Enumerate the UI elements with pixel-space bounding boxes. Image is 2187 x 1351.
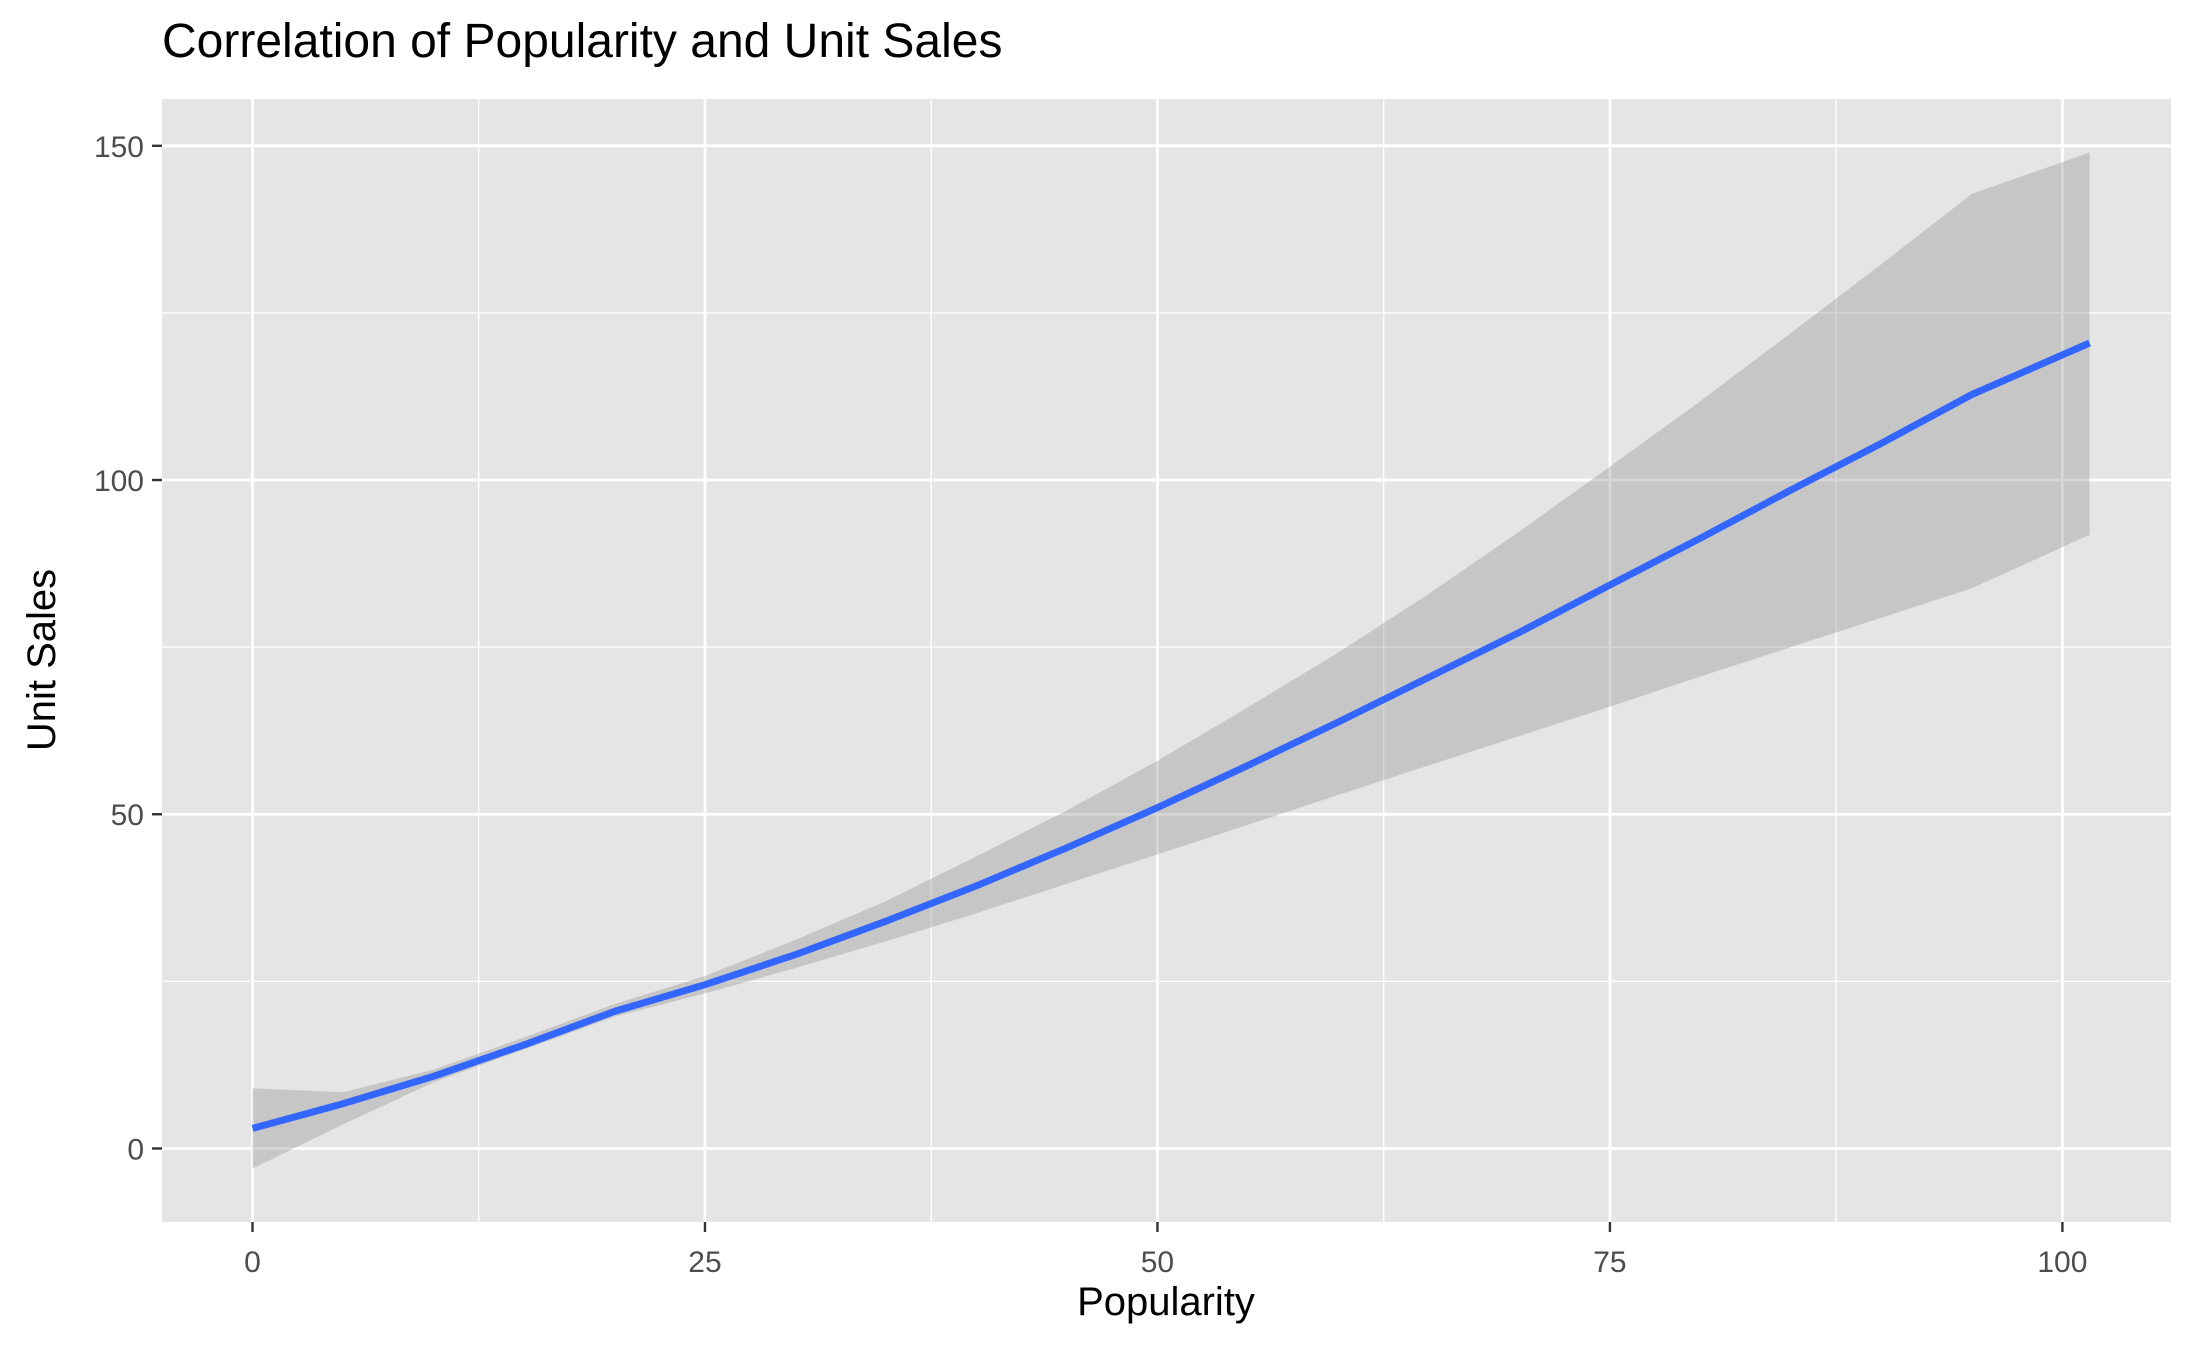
y-tick-label: 50 [111,799,144,832]
x-tick-label: 100 [2037,1246,2087,1279]
minor-gridlines [162,99,2171,1222]
plot-panel [162,99,2171,1222]
x-tick-label: 25 [688,1246,721,1279]
y-tick-label: 100 [94,465,144,498]
x-tick-label: 75 [1593,1246,1626,1279]
confidence-ribbon [252,152,2090,1169]
major-gridlines [162,99,2171,1222]
y-axis: 0 50 100 150 [94,131,162,1166]
x-tick-label: 50 [1141,1246,1174,1279]
x-axis: 0 25 50 75 100 [244,1222,2087,1279]
y-axis-title: Unit Sales [20,569,64,751]
x-tick-label: 0 [244,1246,261,1279]
x-axis-title: Popularity [1077,1280,1255,1324]
smooth-line [251,339,2092,1132]
y-tick-label: 150 [94,131,144,164]
y-tick-label: 0 [127,1133,144,1166]
chart-title: Correlation of Popularity and Unit Sales [162,15,1003,68]
